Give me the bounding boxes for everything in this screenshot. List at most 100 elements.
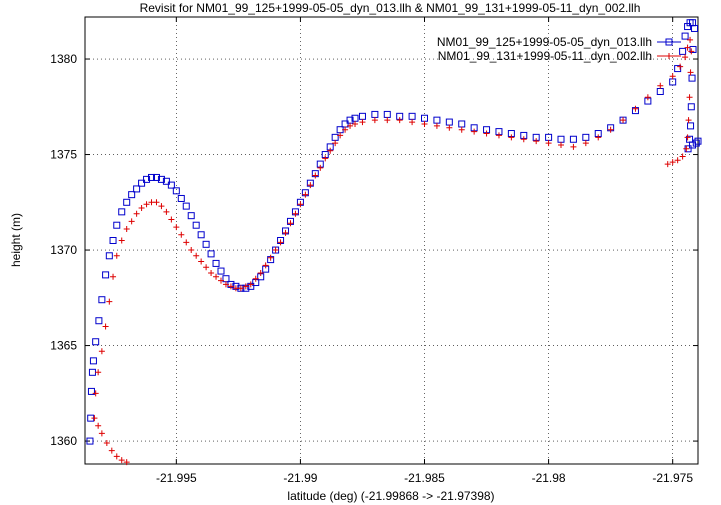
data-point bbox=[158, 203, 165, 210]
series-2 bbox=[91, 36, 695, 466]
data-point bbox=[347, 122, 354, 129]
grid-lines bbox=[85, 17, 698, 464]
data-point bbox=[203, 264, 210, 271]
data-point bbox=[92, 338, 100, 346]
data-point bbox=[247, 281, 254, 288]
chart-title: Revisit for NM01_99_125+1999-05-05_dyn_0… bbox=[140, 1, 641, 15]
data-point bbox=[123, 459, 130, 466]
y-tick-labels: 1360 1365 1370 1375 1380 bbox=[50, 52, 77, 448]
data-point bbox=[396, 117, 403, 124]
data-point bbox=[277, 239, 284, 246]
data-point bbox=[358, 112, 366, 120]
data-point bbox=[113, 252, 120, 259]
data-point bbox=[595, 134, 602, 141]
data-point bbox=[317, 164, 324, 171]
data-point bbox=[138, 205, 145, 212]
data-point bbox=[677, 63, 684, 70]
legend-entry-series-2: NM01_99_131+1999-05-11_dyn_002.llh bbox=[438, 49, 652, 63]
data-point bbox=[446, 124, 453, 131]
data-point bbox=[123, 198, 131, 206]
data-point bbox=[108, 447, 115, 454]
data-point bbox=[327, 147, 334, 154]
data-point bbox=[679, 153, 686, 160]
data-point bbox=[282, 229, 289, 236]
data-point bbox=[669, 73, 676, 80]
data-point bbox=[632, 105, 639, 112]
data-point bbox=[208, 269, 215, 276]
x-tick-label: -21.975 bbox=[652, 471, 693, 485]
data-point bbox=[98, 348, 105, 355]
data-point bbox=[495, 132, 502, 139]
data-point bbox=[113, 453, 120, 460]
data-point bbox=[237, 285, 244, 292]
data-point bbox=[545, 140, 552, 147]
data-point bbox=[102, 271, 110, 279]
data-point bbox=[644, 94, 651, 101]
data-point bbox=[421, 114, 429, 122]
data-point bbox=[272, 247, 279, 254]
data-point bbox=[691, 24, 699, 32]
data-point bbox=[664, 161, 671, 168]
data-point bbox=[95, 422, 102, 429]
y-tick-label: 1370 bbox=[50, 243, 77, 257]
y-axis-label: height (m) bbox=[9, 213, 23, 267]
data-point bbox=[508, 134, 515, 141]
data-point bbox=[607, 126, 614, 133]
data-point bbox=[408, 112, 416, 120]
plot-frame bbox=[84, 16, 699, 465]
data-point bbox=[109, 237, 117, 244]
data-point bbox=[153, 199, 160, 206]
data-point bbox=[287, 220, 294, 227]
data-point bbox=[118, 457, 125, 464]
data-point bbox=[118, 208, 126, 216]
data-point bbox=[582, 133, 590, 141]
data-point bbox=[409, 119, 416, 126]
data-point bbox=[167, 181, 175, 189]
data-point bbox=[307, 182, 314, 189]
data-point bbox=[113, 221, 121, 229]
data-point bbox=[87, 387, 95, 395]
data-point bbox=[133, 210, 140, 217]
data-point bbox=[322, 155, 329, 162]
data-point bbox=[569, 135, 577, 143]
data-point bbox=[684, 44, 691, 51]
data-point bbox=[172, 187, 180, 195]
data-point bbox=[433, 122, 440, 129]
x-tick-label: -21.985 bbox=[404, 471, 445, 485]
legend-marker-series-1 bbox=[665, 38, 673, 46]
data-point bbox=[682, 54, 689, 61]
legend: NM01_99_125+1999-05-05_dyn_013.llh NM01_… bbox=[437, 35, 681, 63]
data-point bbox=[686, 19, 694, 27]
data-point bbox=[683, 145, 690, 152]
data-point bbox=[582, 140, 589, 147]
data-point bbox=[689, 141, 697, 149]
data-point bbox=[684, 23, 692, 31]
data-point bbox=[106, 298, 113, 305]
data-point bbox=[143, 175, 151, 183]
data-point bbox=[445, 118, 453, 126]
data-point bbox=[292, 210, 299, 217]
data-point bbox=[688, 74, 696, 82]
data-point bbox=[178, 231, 185, 238]
data-point bbox=[656, 88, 664, 95]
data-point bbox=[182, 202, 190, 210]
data-point bbox=[128, 191, 136, 199]
data-point bbox=[98, 296, 106, 304]
data-point bbox=[687, 36, 694, 43]
series-1 bbox=[86, 19, 702, 445]
data-point bbox=[192, 221, 200, 229]
data-point bbox=[692, 139, 700, 147]
data-point bbox=[123, 226, 130, 233]
data-point bbox=[92, 390, 99, 397]
data-point bbox=[689, 45, 697, 53]
data-point bbox=[433, 116, 441, 124]
data-point bbox=[458, 120, 466, 128]
x-axis-label: latitude (deg) (-21.99868 -> -21.97398) bbox=[287, 489, 494, 503]
data-point bbox=[98, 430, 105, 437]
data-point bbox=[352, 120, 359, 127]
data-point bbox=[332, 140, 339, 147]
data-point bbox=[312, 172, 319, 179]
legend-entry-series-1: NM01_99_125+1999-05-05_dyn_013.llh bbox=[437, 35, 652, 49]
data-point bbox=[105, 252, 113, 260]
x-tick-label: -21.995 bbox=[156, 471, 197, 485]
